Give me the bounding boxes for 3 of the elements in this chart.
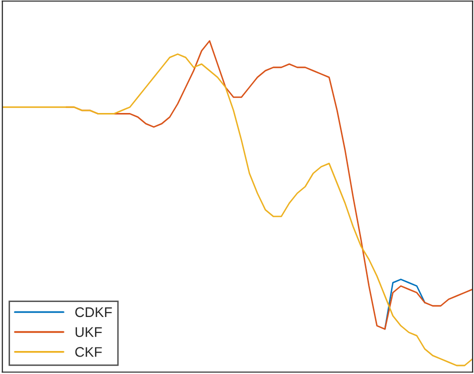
legend-label: CKF [75,347,102,357]
legend-label: UKF [76,327,102,337]
legend-label: CDKF [75,307,112,318]
